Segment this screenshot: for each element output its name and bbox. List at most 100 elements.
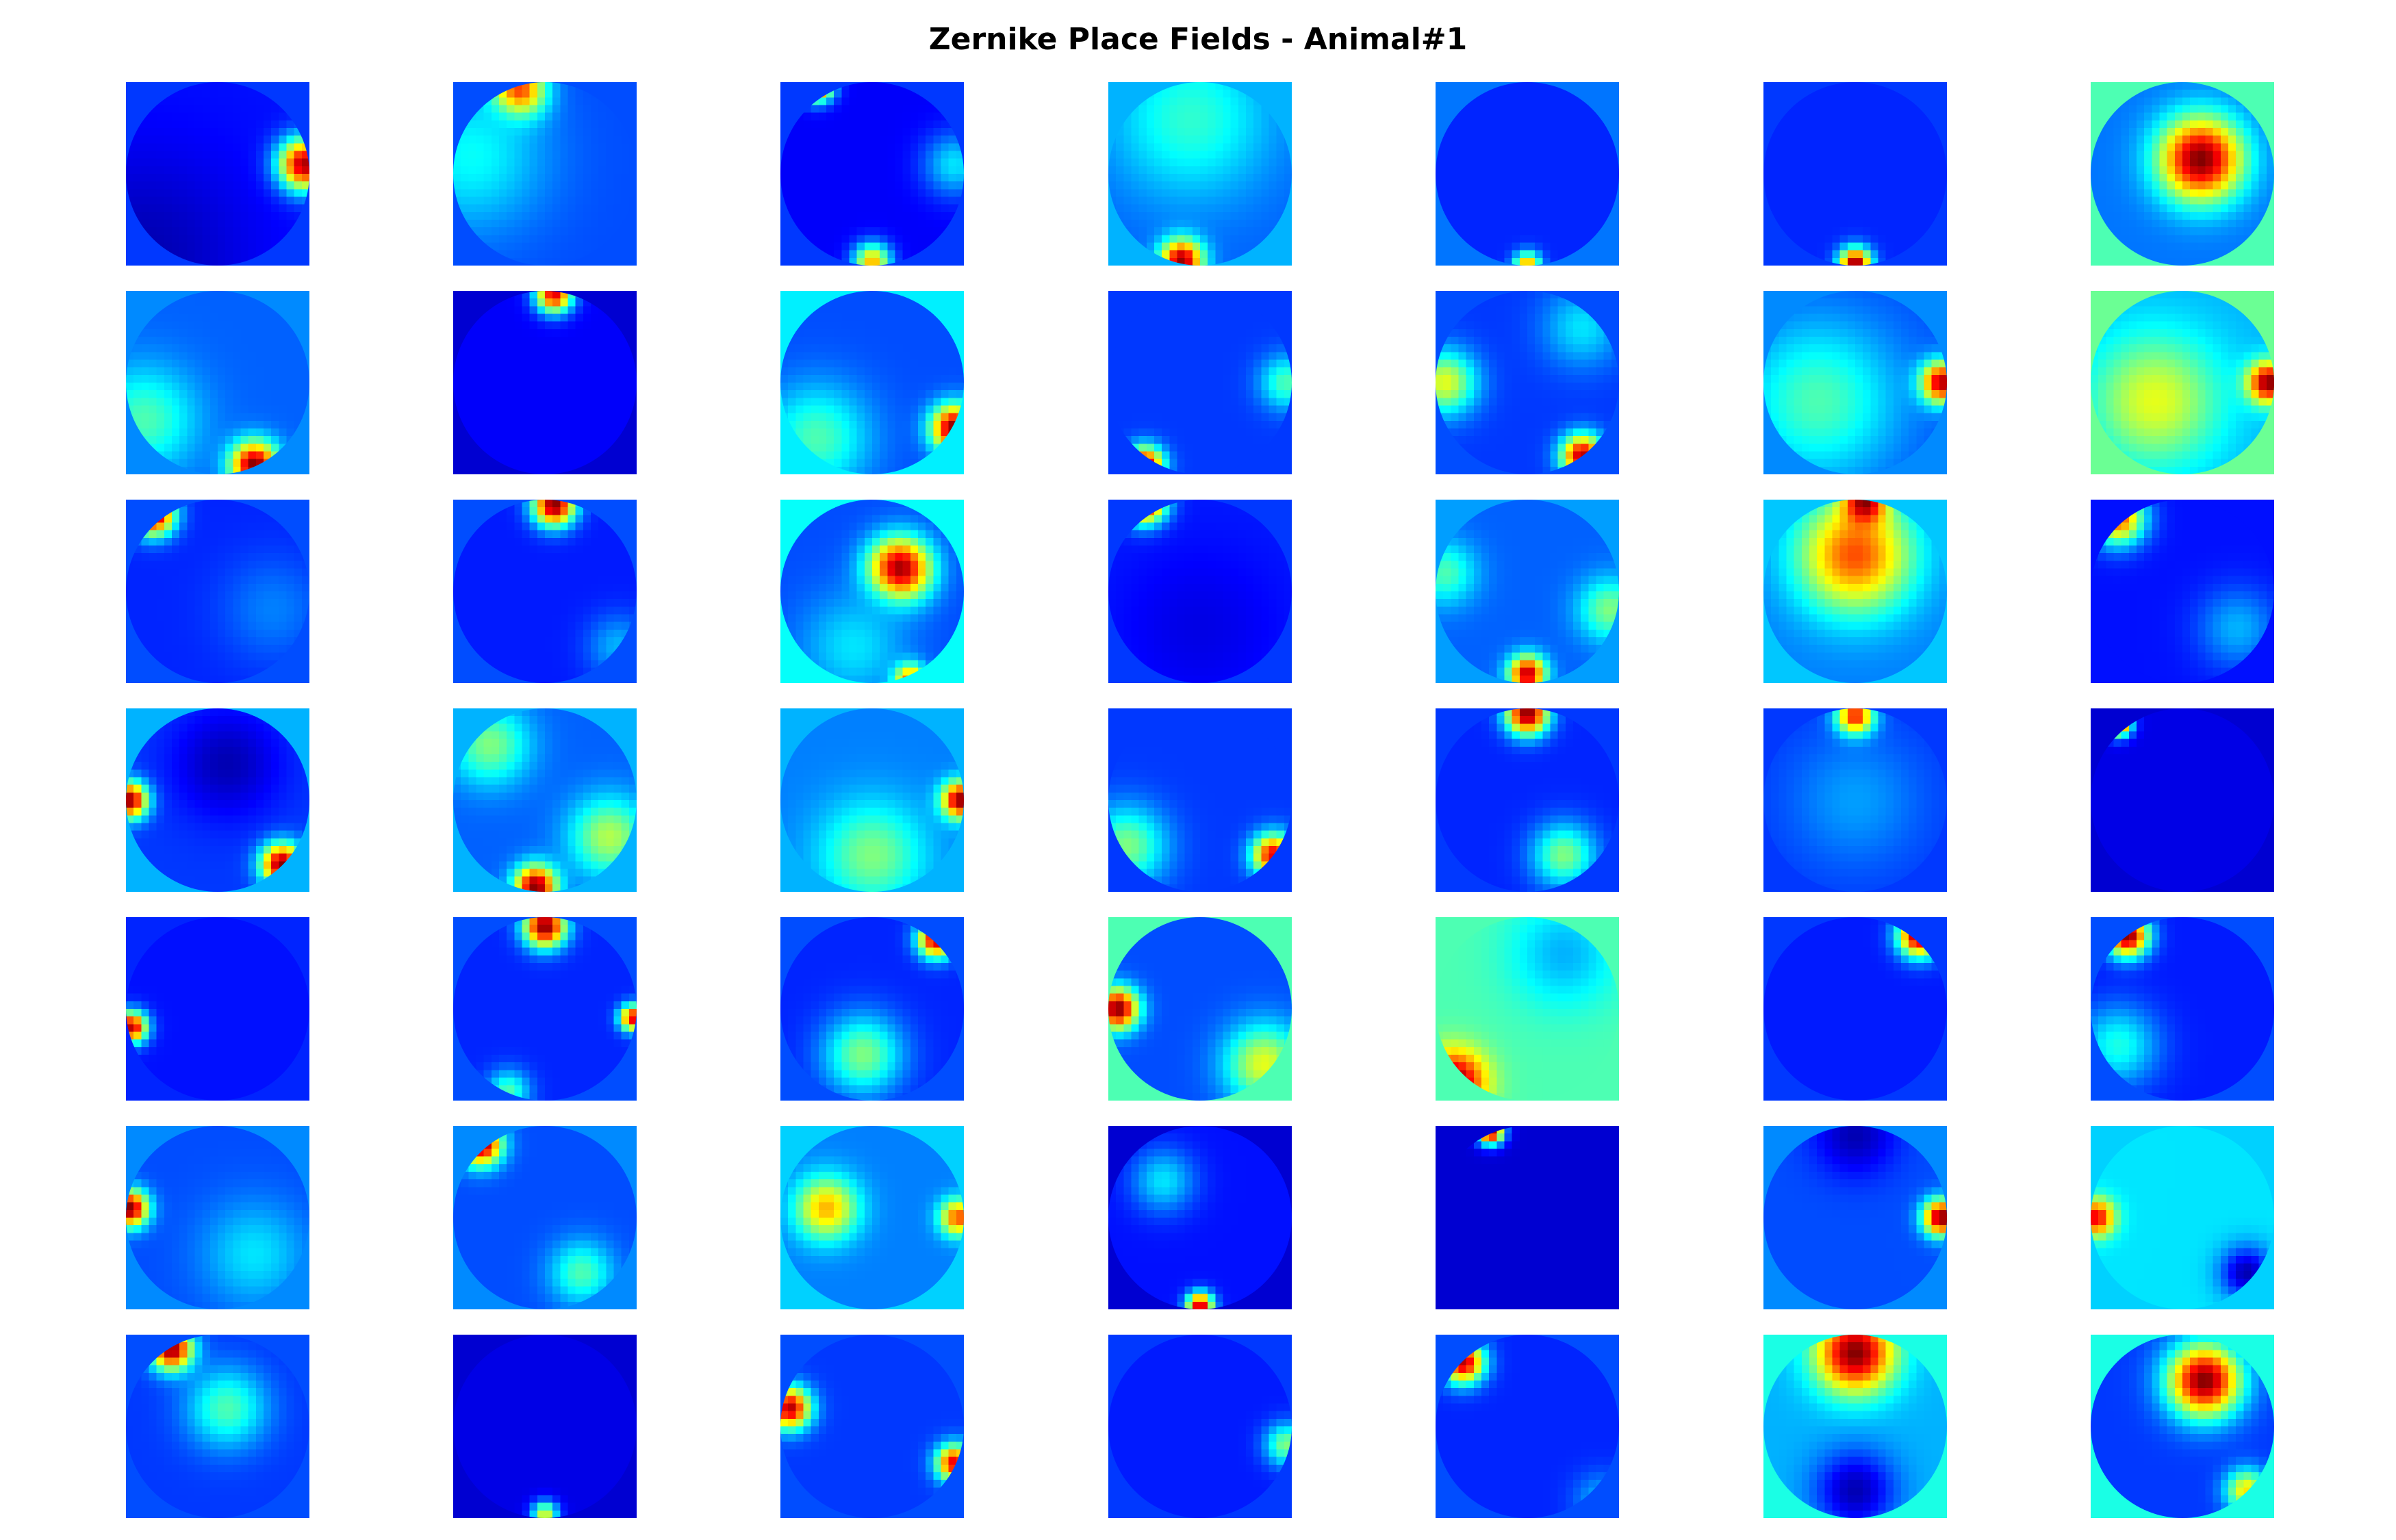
heatmap-cell (271, 413, 279, 422)
heatmap-cell (2159, 166, 2168, 175)
heatmap-cell (499, 374, 507, 383)
heatmap-cell (606, 374, 614, 383)
heatmap-cell (149, 211, 157, 220)
heatmap-cell (1565, 235, 1574, 243)
heatmap-cell (841, 97, 850, 105)
heatmap-cell (255, 97, 264, 105)
heatmap-cell (194, 405, 203, 414)
heatmap-cell (583, 250, 591, 259)
heatmap-cell (834, 344, 842, 352)
heatmap-cell (933, 337, 941, 345)
heatmap-cell (1192, 82, 1201, 90)
heatmap-cell (552, 367, 561, 376)
heatmap-cell (255, 337, 264, 345)
heatmap-cell (2205, 158, 2214, 167)
heatmap-cell (1276, 166, 1285, 175)
heatmap-cell (233, 459, 241, 467)
heatmap-cell (1809, 227, 1818, 235)
heatmap-cell (1603, 128, 1612, 136)
heatmap-cell (522, 120, 531, 129)
heatmap-cell (2243, 220, 2252, 228)
heatmap-cell (1863, 97, 1871, 105)
heatmap-cell (225, 128, 233, 136)
heatmap-cell (179, 428, 188, 437)
heatmap-cell (133, 398, 142, 406)
heatmap-cell (1550, 235, 1559, 243)
heatmap-cell (1924, 196, 1933, 205)
heatmap-cell (461, 143, 469, 151)
heatmap-cell (1269, 204, 1277, 213)
heatmap-cell (1794, 204, 1802, 213)
heatmap-cell (834, 112, 842, 121)
heatmap-cell (552, 166, 561, 175)
heatmap-cell (1901, 204, 1909, 213)
heatmap-cell (1550, 174, 1559, 182)
heatmap-cell (1451, 220, 1459, 228)
heatmap-cell (1215, 189, 1223, 197)
heatmap-cell (1496, 136, 1505, 144)
heatmap-cell (1169, 227, 1177, 235)
heatmap-cell (507, 298, 515, 307)
heatmap-cell (461, 211, 469, 220)
heatmap-cell (956, 367, 964, 376)
heatmap-cell (1458, 196, 1467, 205)
heatmap-cell (286, 405, 295, 414)
heatmap-cell (2213, 151, 2221, 159)
heatmap-cell (2182, 158, 2191, 167)
heatmap-cell (1801, 235, 1810, 243)
heatmap-cell (948, 136, 957, 144)
heatmap-cell (568, 97, 576, 105)
heatmap-cell (575, 128, 584, 136)
heatmap-cell (1504, 250, 1513, 259)
heatmap-cell (491, 359, 500, 368)
heatmap-cell (1779, 196, 1787, 205)
heatmap-cell (1123, 136, 1132, 144)
heatmap-cell (872, 291, 880, 299)
heatmap-cell (209, 451, 218, 460)
heatmap-cell (864, 337, 873, 345)
heatmap-cell (583, 112, 591, 121)
heatmap-cell (1131, 120, 1140, 129)
heatmap-cell (1863, 181, 1871, 190)
heatmap-cell (2236, 211, 2244, 220)
heatmap-cell (529, 257, 538, 266)
heatmap-cell (2228, 128, 2236, 136)
heatmap-cell (264, 220, 272, 228)
heatmap-cell (1763, 151, 1772, 159)
heatmap-cell (849, 235, 858, 243)
heatmap-cell (583, 227, 591, 235)
heatmap-cell (803, 337, 812, 345)
heatmap-cell (926, 329, 934, 337)
heatmap-cell (264, 204, 272, 213)
heatmap-cell (1824, 196, 1833, 205)
heatmap-cell (552, 298, 561, 307)
heatmap-cell (1473, 97, 1482, 105)
heatmap-cell (468, 166, 476, 175)
heatmap-cell (1847, 112, 1856, 121)
heatmap-cell (583, 105, 591, 114)
heatmap-cell (1269, 136, 1277, 144)
heatmap-cell (818, 196, 827, 205)
heatmap-cell (780, 398, 789, 406)
heatmap-cell (1527, 90, 1535, 98)
heatmap-cell (233, 451, 241, 460)
heatmap-cell (225, 250, 233, 259)
heatmap-cell (514, 220, 522, 228)
heatmap-cell (2197, 250, 2206, 259)
heatmap-cell (552, 82, 561, 90)
heatmap-cell (818, 313, 827, 322)
heatmap-cell (1832, 120, 1841, 129)
heatmap-cell (902, 306, 911, 314)
heatmap-cell (2137, 242, 2145, 251)
heatmap-cell (476, 174, 485, 182)
heatmap-cell (1169, 250, 1177, 259)
heatmap-cell (902, 112, 911, 121)
heatmap-cell (233, 174, 241, 182)
heatmap-cell (780, 383, 789, 391)
heatmap-cell (1458, 120, 1467, 129)
heatmap-cell (172, 298, 180, 307)
heatmap-cell (507, 359, 515, 368)
heatmap-cell (1512, 181, 1520, 190)
heatmap-cell (1496, 112, 1505, 121)
heatmap-cell (2128, 97, 2137, 105)
